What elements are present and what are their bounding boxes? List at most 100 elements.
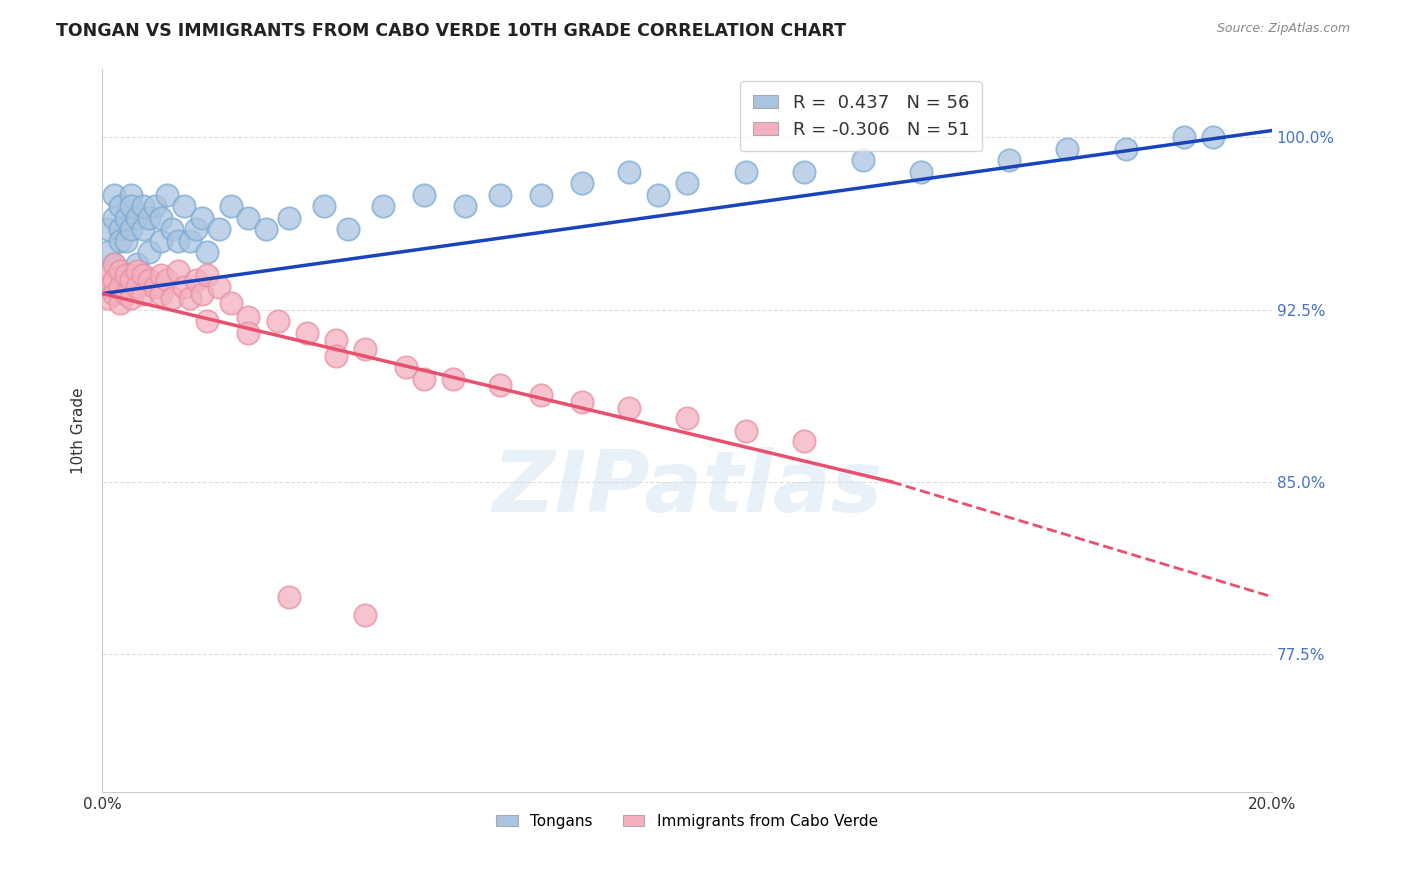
Point — [354, 342, 377, 356]
Point — [132, 286, 155, 301]
Point — [647, 187, 669, 202]
Point — [132, 222, 155, 236]
Point — [179, 291, 201, 305]
Point — [162, 222, 184, 236]
Point — [149, 234, 172, 248]
Point — [238, 326, 260, 340]
Point — [266, 314, 288, 328]
Point — [173, 279, 195, 293]
Point — [238, 310, 260, 324]
Point — [108, 295, 131, 310]
Point — [354, 608, 377, 623]
Point — [114, 268, 136, 283]
Legend: Tongans, Immigrants from Cabo Verde: Tongans, Immigrants from Cabo Verde — [491, 808, 884, 835]
Point — [325, 333, 347, 347]
Point — [108, 279, 131, 293]
Point — [132, 199, 155, 213]
Point — [97, 291, 120, 305]
Point — [127, 263, 149, 277]
Point — [103, 257, 125, 271]
Point — [617, 165, 640, 179]
Point — [793, 165, 815, 179]
Point — [138, 273, 160, 287]
Point — [278, 590, 301, 604]
Point — [190, 211, 212, 225]
Point — [97, 279, 120, 293]
Point — [120, 187, 142, 202]
Point — [173, 199, 195, 213]
Point — [167, 234, 190, 248]
Point — [371, 199, 394, 213]
Point — [395, 360, 418, 375]
Point — [454, 199, 477, 213]
Point — [127, 279, 149, 293]
Point — [208, 222, 231, 236]
Point — [412, 187, 434, 202]
Point — [208, 279, 231, 293]
Point — [336, 222, 359, 236]
Point — [295, 326, 318, 340]
Point — [108, 222, 131, 236]
Point — [149, 268, 172, 283]
Point — [127, 211, 149, 225]
Point — [1202, 130, 1225, 145]
Point — [114, 286, 136, 301]
Y-axis label: 10th Grade: 10th Grade — [72, 387, 86, 474]
Point — [412, 371, 434, 385]
Point — [441, 371, 464, 385]
Point — [167, 263, 190, 277]
Point — [1173, 130, 1195, 145]
Point — [162, 291, 184, 305]
Point — [97, 268, 120, 283]
Point — [179, 234, 201, 248]
Point — [530, 187, 553, 202]
Point — [219, 295, 242, 310]
Point — [97, 222, 120, 236]
Point — [143, 199, 166, 213]
Point — [325, 349, 347, 363]
Point — [120, 199, 142, 213]
Point — [127, 257, 149, 271]
Point — [108, 199, 131, 213]
Point — [197, 268, 219, 283]
Point — [793, 434, 815, 448]
Point — [103, 211, 125, 225]
Point — [734, 425, 756, 439]
Point — [489, 187, 512, 202]
Point — [851, 153, 873, 168]
Text: TONGAN VS IMMIGRANTS FROM CABO VERDE 10TH GRADE CORRELATION CHART: TONGAN VS IMMIGRANTS FROM CABO VERDE 10T… — [56, 22, 846, 40]
Text: ZIPatlas: ZIPatlas — [492, 447, 882, 530]
Point — [676, 177, 699, 191]
Point — [1115, 142, 1137, 156]
Point — [571, 177, 593, 191]
Point — [120, 273, 142, 287]
Point — [734, 165, 756, 179]
Point — [254, 222, 277, 236]
Point — [149, 286, 172, 301]
Point — [314, 199, 336, 213]
Point — [114, 268, 136, 283]
Point — [108, 263, 131, 277]
Point — [97, 245, 120, 260]
Point — [571, 394, 593, 409]
Point — [1056, 142, 1078, 156]
Point — [489, 378, 512, 392]
Point — [108, 234, 131, 248]
Point — [278, 211, 301, 225]
Point — [238, 211, 260, 225]
Point — [197, 245, 219, 260]
Point — [617, 401, 640, 416]
Text: Source: ZipAtlas.com: Source: ZipAtlas.com — [1216, 22, 1350, 36]
Point — [120, 222, 142, 236]
Point — [132, 268, 155, 283]
Point — [910, 165, 932, 179]
Point — [120, 291, 142, 305]
Point — [190, 286, 212, 301]
Point — [138, 245, 160, 260]
Point — [676, 410, 699, 425]
Point — [138, 211, 160, 225]
Point — [155, 187, 177, 202]
Point — [103, 187, 125, 202]
Point — [103, 286, 125, 301]
Point — [184, 273, 207, 287]
